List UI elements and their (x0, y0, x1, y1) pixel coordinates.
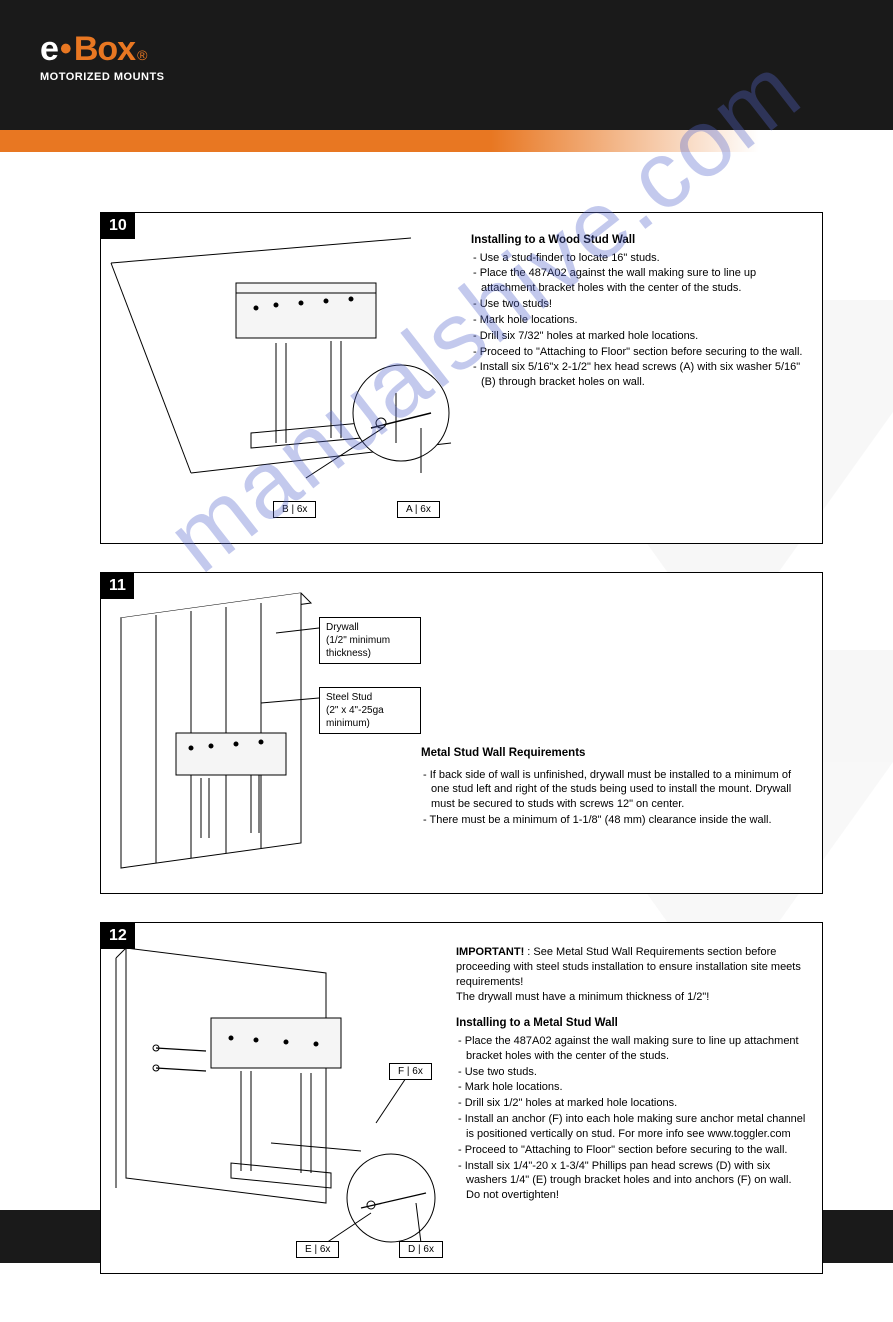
step-10-title: Installing to a Wood Stud Wall (471, 233, 807, 249)
steel-stud-label: Steel Stud (2" x 4"-25ga minimum) (319, 687, 421, 734)
step-10-list: Use a stud-finder to locate 16" studs. P… (471, 251, 807, 391)
step-10-number: 10 (101, 213, 135, 239)
step-12-line: Place the 487A02 against the wall making… (456, 1034, 807, 1064)
step-11-line: If back side of wall is unfinished, dryw… (421, 768, 807, 813)
content-area: 10 (0, 152, 893, 1322)
step-12-callout-e: E | 6x (296, 1241, 339, 1258)
step-12-list: Place the 487A02 against the wall making… (456, 1034, 807, 1203)
step-10-callout-b: B | 6x (273, 501, 316, 518)
step-12-text: Installing to a Metal Stud Wall Place th… (456, 1008, 822, 1219)
step-10-diagram: B | 6x A | 6x (101, 213, 471, 543)
step-12-diagram: F | 6x E | 6x D | 6x (101, 923, 456, 1273)
step-12-number: 12 (101, 923, 135, 949)
brand-logo: e • Box ® (40, 30, 853, 69)
drywall-label: Drywall (1/2" minimum thickness) (319, 617, 421, 664)
step-10-panel: 10 (100, 212, 823, 544)
steel-stud-label-line2: (2" x 4"-25ga minimum) (326, 705, 384, 729)
step-10-text: Installing to a Wood Stud Wall Use a stu… (471, 213, 822, 543)
step-12-callout-d: D | 6x (399, 1241, 443, 1258)
drywall-label-line1: Drywall (326, 622, 359, 633)
registered-mark: ® (137, 47, 147, 63)
logo-letter-e: e (40, 30, 58, 69)
step-11-panel: 11 (100, 572, 823, 894)
drywall-label-line2: (1/2" minimum thickness) (326, 635, 390, 659)
step-10-line: Install six 5/16"x 2-1/2" hex head screw… (471, 360, 807, 390)
step-10-line: Use two studs! (471, 297, 807, 312)
step-11-text: Metal Stud Wall Requirements If back sid… (421, 573, 822, 893)
step-10-callout-a: A | 6x (397, 501, 440, 518)
step-12-line: Mark hole locations. (456, 1080, 807, 1095)
step-12-important-block: IMPORTANT! : See Metal Stud Wall Require… (456, 923, 822, 1008)
brand-subtitle: MOTORIZED MOUNTS (40, 71, 853, 83)
drywall-note: The drywall must have a minimum thicknes… (456, 991, 709, 1003)
logo-dot-icon: • (60, 30, 72, 69)
step-12-panel: 12 (100, 922, 823, 1274)
step-12-callout-f: F | 6x (389, 1063, 432, 1080)
step-11-number: 11 (101, 573, 134, 599)
step-10-line: Use a stud-finder to locate 16" studs. (471, 251, 807, 266)
step-10-line: Drill six 7/32" holes at marked hole loc… (471, 329, 807, 344)
step-12-line: Proceed to "Attaching to Floor" section … (456, 1143, 807, 1158)
step-10-line: Mark hole locations. (471, 313, 807, 328)
step-11-heading: Metal Stud Wall Requirements (421, 746, 807, 762)
logo-word-box: Box (74, 30, 135, 69)
step-12-line: Install an anchor (F) into each hole mak… (456, 1112, 807, 1142)
step-11-list: If back side of wall is unfinished, dryw… (421, 768, 807, 828)
header-accent-bar (0, 130, 893, 152)
step-10-line: Proceed to "Attaching to Floor" section … (471, 345, 807, 360)
step-11-line: There must be a minimum of 1-1/8" (48 mm… (421, 813, 807, 828)
important-label: IMPORTANT! (456, 946, 524, 958)
steel-stud-label-line1: Steel Stud (326, 692, 372, 703)
step-12-line: Drill six 1/2" holes at marked hole loca… (456, 1096, 807, 1111)
step-10-line: Place the 487A02 against the wall making… (471, 266, 807, 296)
page-header: e • Box ® MOTORIZED MOUNTS (0, 0, 893, 130)
step-11-diagram: Drywall (1/2" minimum thickness) Steel S… (101, 573, 421, 893)
step-12-line: Install six 1/4"-20 x 1-3/4" Phillips pa… (456, 1159, 807, 1204)
step-12-title: Installing to a Metal Stud Wall (456, 1016, 807, 1032)
step-12-line: Use two studs. (456, 1065, 807, 1080)
